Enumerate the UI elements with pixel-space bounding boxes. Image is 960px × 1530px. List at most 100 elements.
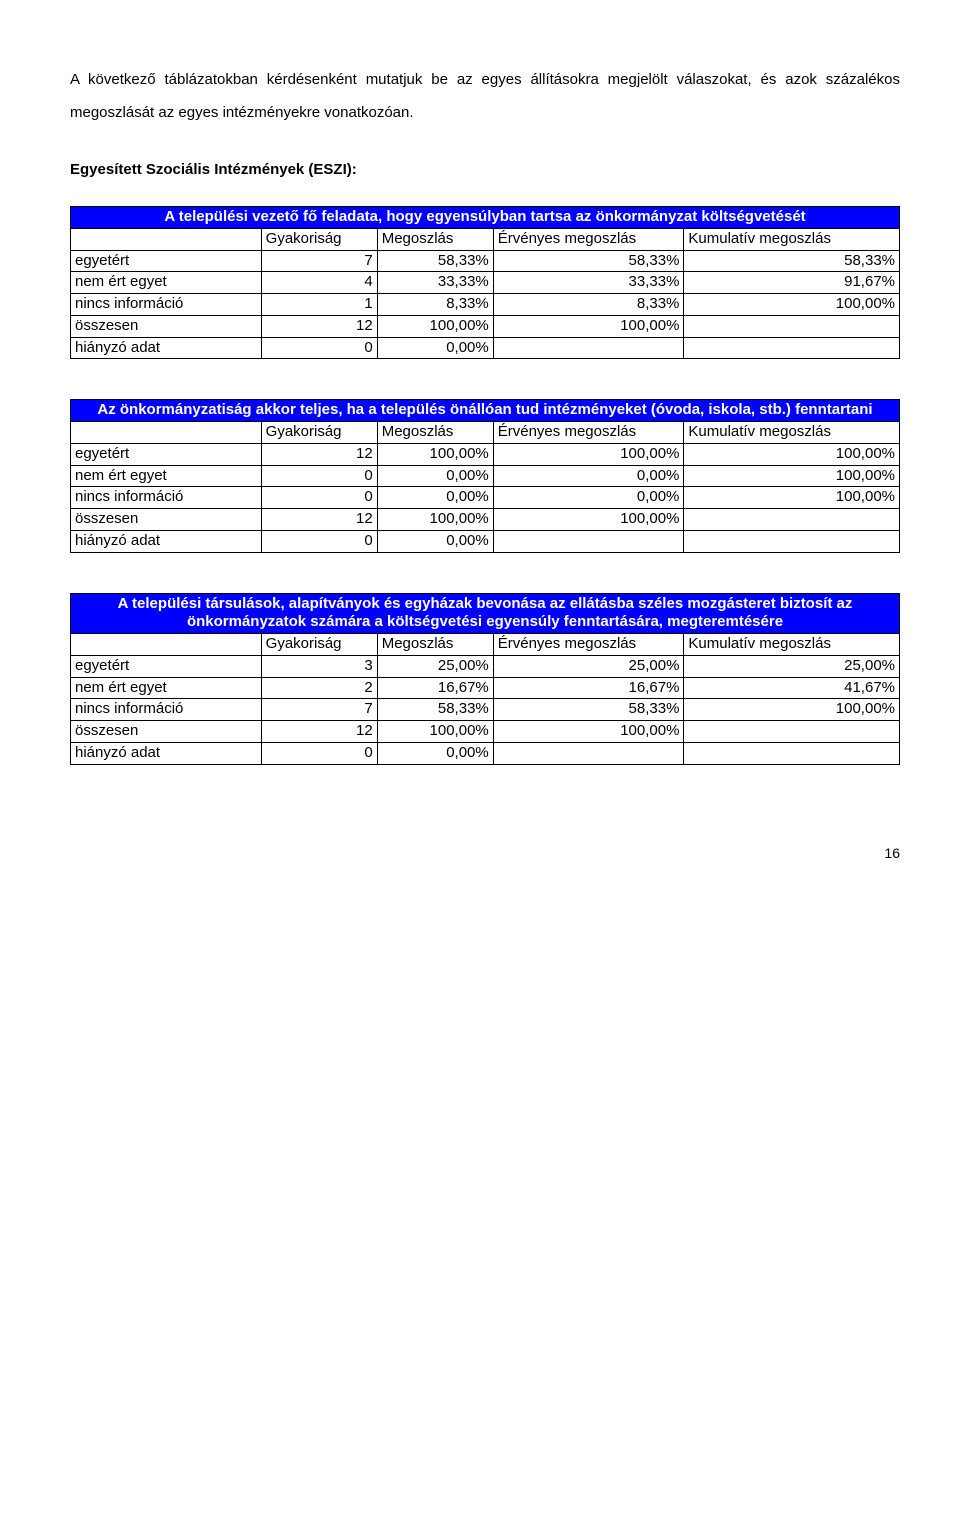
col-valid: Érvényes megoszlás: [493, 228, 684, 250]
cell: 0,00%: [377, 337, 493, 359]
col-share: Megoszlás: [377, 634, 493, 656]
col-freq: Gyakoriság: [261, 228, 377, 250]
col-valid: Érvényes megoszlás: [493, 634, 684, 656]
cell: 100,00%: [684, 487, 900, 509]
page-number: 16: [70, 845, 900, 861]
table-row: hiányzó adat 0 0,00%: [71, 337, 900, 359]
cell: 12: [261, 509, 377, 531]
data-table-1: A települési vezető fő feladata, hogy eg…: [70, 206, 900, 359]
data-table-3: A települési társulások, alapítványok és…: [70, 593, 900, 765]
table-title: Az önkormányzatiság akkor teljes, ha a t…: [71, 400, 900, 422]
cell: 12: [261, 721, 377, 743]
cell: 100,00%: [493, 443, 684, 465]
cell: 100,00%: [684, 294, 900, 316]
cell: 25,00%: [684, 655, 900, 677]
intro-paragraph: A következő táblázatokban kérdésenként m…: [70, 63, 900, 129]
cell: 2: [261, 677, 377, 699]
cell: [493, 742, 684, 764]
cell: 58,33%: [377, 699, 493, 721]
table-title: A települési vezető fő feladata, hogy eg…: [71, 207, 900, 229]
cell: 4: [261, 272, 377, 294]
cell: 0,00%: [493, 487, 684, 509]
table-row: nincs információ 1 8,33% 8,33% 100,00%: [71, 294, 900, 316]
cell: [684, 337, 900, 359]
table-row: nem ért egyet 0 0,00% 0,00% 100,00%: [71, 465, 900, 487]
row-label: egyetért: [71, 250, 262, 272]
cell: 0,00%: [493, 465, 684, 487]
cell: 12: [261, 443, 377, 465]
cell: 0: [261, 742, 377, 764]
table-row: egyetért 3 25,00% 25,00% 25,00%: [71, 655, 900, 677]
col-blank: [71, 228, 262, 250]
cell: 100,00%: [377, 721, 493, 743]
cell: 100,00%: [684, 699, 900, 721]
table-row: összesen 12 100,00% 100,00%: [71, 721, 900, 743]
cell: 100,00%: [493, 721, 684, 743]
table-row: egyetért 7 58,33% 58,33% 58,33%: [71, 250, 900, 272]
cell: 100,00%: [493, 509, 684, 531]
col-blank: [71, 422, 262, 444]
cell: 12: [261, 315, 377, 337]
cell: 58,33%: [493, 699, 684, 721]
row-label: hiányzó adat: [71, 742, 262, 764]
table-row: összesen 12 100,00% 100,00%: [71, 509, 900, 531]
col-valid: Érvényes megoszlás: [493, 422, 684, 444]
cell: 0: [261, 487, 377, 509]
row-label: egyetért: [71, 443, 262, 465]
col-blank: [71, 634, 262, 656]
table-row: hiányzó adat 0 0,00%: [71, 530, 900, 552]
cell: 1: [261, 294, 377, 316]
cell: 58,33%: [493, 250, 684, 272]
cell: 33,33%: [493, 272, 684, 294]
cell: 8,33%: [493, 294, 684, 316]
cell: 33,33%: [377, 272, 493, 294]
cell: 100,00%: [684, 465, 900, 487]
table-row: nem ért egyet 2 16,67% 16,67% 41,67%: [71, 677, 900, 699]
cell: 58,33%: [377, 250, 493, 272]
cell: 100,00%: [377, 315, 493, 337]
col-freq: Gyakoriság: [261, 422, 377, 444]
cell: 100,00%: [377, 443, 493, 465]
cell: 0,00%: [377, 487, 493, 509]
cell: 0,00%: [377, 465, 493, 487]
cell: 0: [261, 465, 377, 487]
cell: [684, 315, 900, 337]
table-title: A települési társulások, alapítványok és…: [71, 593, 900, 634]
row-label: nincs információ: [71, 699, 262, 721]
cell: [684, 742, 900, 764]
section-title: Egyesített Szociális Intézmények (ESZI):: [70, 161, 900, 178]
row-label: nincs információ: [71, 294, 262, 316]
row-label: összesen: [71, 509, 262, 531]
row-label: hiányzó adat: [71, 530, 262, 552]
cell: 7: [261, 699, 377, 721]
col-share: Megoszlás: [377, 422, 493, 444]
cell: 0: [261, 337, 377, 359]
row-label: összesen: [71, 315, 262, 337]
cell: 7: [261, 250, 377, 272]
cell: 41,67%: [684, 677, 900, 699]
cell: 25,00%: [377, 655, 493, 677]
cell: 8,33%: [377, 294, 493, 316]
cell: 91,67%: [684, 272, 900, 294]
table-row: egyetért 12 100,00% 100,00% 100,00%: [71, 443, 900, 465]
cell: [493, 530, 684, 552]
table-row: nincs információ 7 58,33% 58,33% 100,00%: [71, 699, 900, 721]
cell: 0: [261, 530, 377, 552]
table-row: összesen 12 100,00% 100,00%: [71, 315, 900, 337]
row-label: egyetért: [71, 655, 262, 677]
cell: [684, 530, 900, 552]
cell: [493, 337, 684, 359]
col-cum: Kumulatív megoszlás: [684, 228, 900, 250]
row-label: nem ért egyet: [71, 677, 262, 699]
cell: 3: [261, 655, 377, 677]
cell: 25,00%: [493, 655, 684, 677]
col-share: Megoszlás: [377, 228, 493, 250]
cell: 0,00%: [377, 530, 493, 552]
row-label: nincs információ: [71, 487, 262, 509]
cell: 58,33%: [684, 250, 900, 272]
cell: [684, 509, 900, 531]
cell: 16,67%: [493, 677, 684, 699]
data-table-2: Az önkormányzatiság akkor teljes, ha a t…: [70, 399, 900, 552]
col-cum: Kumulatív megoszlás: [684, 422, 900, 444]
table-row: hiányzó adat 0 0,00%: [71, 742, 900, 764]
